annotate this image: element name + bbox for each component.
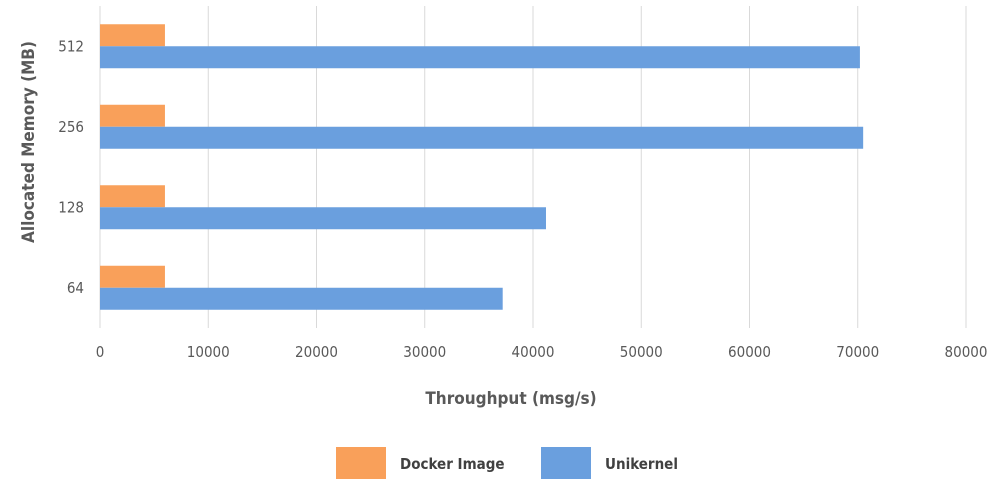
bar-unikernel-64	[100, 287, 503, 310]
x-axis-tick-labels: 0 10000 20000 30000 40000 50000 60000 70000 8000…	[96, 343, 988, 361]
x-tick-label-30000: 30000	[403, 343, 446, 361]
legend-swatch-unikernel	[541, 447, 591, 479]
legend: Docker Image Unikernel	[336, 447, 678, 479]
legend-label-docker-image: Docker Image	[400, 455, 505, 473]
x-tick-label-60000: 60000	[728, 343, 771, 361]
x-axis-title: Throughput (msg/s)	[425, 389, 596, 409]
y-tick-label-64: 64	[67, 279, 84, 297]
y-axis-tick-labels: 512 256 128 64	[58, 37, 84, 297]
y-tick-label-128: 128	[58, 198, 84, 216]
x-tick-label-10000: 10000	[187, 343, 230, 361]
bar-docker-image-256	[100, 104, 165, 127]
x-tick-label-20000: 20000	[295, 343, 338, 361]
bar-unikernel-512	[100, 46, 860, 69]
y-tick-label-256: 256	[58, 118, 84, 136]
bar-docker-image-128	[100, 185, 165, 208]
x-tick-label-70000: 70000	[836, 343, 879, 361]
bar-docker-image-64	[100, 265, 165, 288]
bars	[100, 24, 864, 310]
x-tick-label-50000: 50000	[620, 343, 663, 361]
bar-unikernel-128	[100, 207, 546, 230]
x-tick-label-0: 0	[96, 343, 105, 361]
x-tick-label-40000: 40000	[512, 343, 555, 361]
x-tick-label-80000: 80000	[945, 343, 988, 361]
y-axis-title: Allocated Memory (MB)	[19, 41, 39, 243]
bar-docker-image-512	[100, 24, 165, 47]
y-tick-label-512: 512	[58, 37, 84, 55]
legend-swatch-docker-image	[336, 447, 386, 479]
legend-label-unikernel: Unikernel	[605, 455, 678, 473]
bar-unikernel-256	[100, 126, 864, 149]
